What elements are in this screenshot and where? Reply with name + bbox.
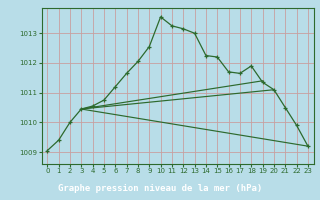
Text: Graphe pression niveau de la mer (hPa): Graphe pression niveau de la mer (hPa) bbox=[58, 184, 262, 193]
